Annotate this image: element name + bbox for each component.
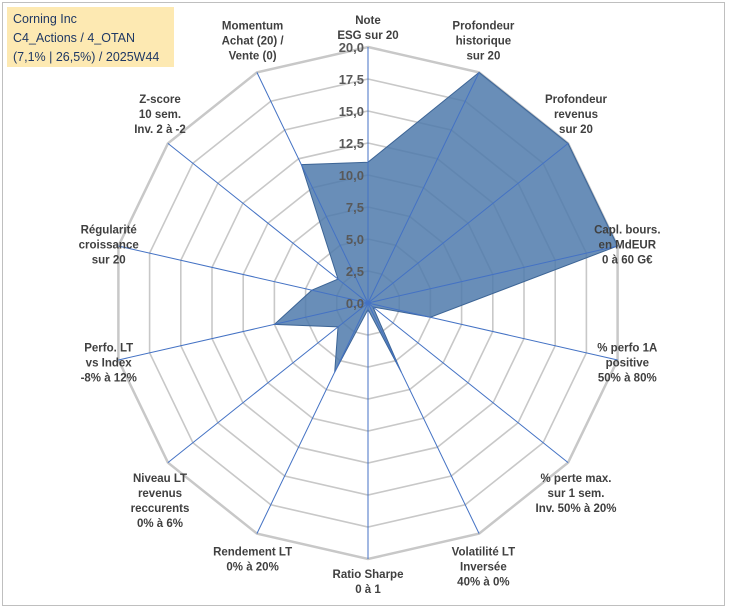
tick-label: 5,0	[346, 232, 364, 247]
axis-label-line: 10 sem.	[139, 109, 181, 121]
axis-label-line: Perfo. LT	[84, 343, 133, 355]
axis-spoke	[118, 245, 369, 304]
axis-label-line: en MdEUR	[599, 239, 657, 251]
axis-label-3: Capl. bours. en MdEUR 0 à 60 G€	[594, 224, 660, 266]
axis-spoke	[367, 143, 569, 304]
axis-label-line: Inv. 50% à 20%	[536, 503, 617, 515]
axis-label-line: Ratio Sharpe	[333, 569, 404, 581]
axis-label-line: sur 20	[466, 50, 500, 62]
axis-spoke	[367, 72, 480, 304]
axis-label-line: croissance	[79, 239, 139, 251]
company-name: Corning Inc	[13, 12, 77, 26]
axis-label-line: 0% à 6%	[137, 518, 183, 530]
tick-label: 7,5	[346, 200, 364, 215]
axis-label-line: reccurents	[131, 503, 190, 515]
axis-label-2: Profondeur revenus sur 20	[545, 94, 607, 136]
axis-label-line: vs Index	[86, 358, 133, 370]
axis-label-line: historique	[456, 35, 512, 47]
axis-spoke	[118, 302, 369, 361]
axis-label-line: sur 20	[92, 254, 126, 266]
radar-tick-labels: 0,0 2,5 5,0 7,5 10,0 12,5 15,0 17,5 20,0	[339, 40, 364, 311]
performance-week: (7,1% | 26,5%) / 2025W44	[13, 50, 160, 64]
axis-label-line: 50% à 80%	[598, 373, 657, 385]
axis-label-7: Ratio Sharpe 0 à 1	[333, 569, 404, 596]
tick-label: 12,5	[339, 136, 364, 151]
portfolio-label: C4_Actions / 4_OTAN	[13, 31, 136, 45]
axis-label-line: positive	[606, 358, 649, 370]
axis-spoke	[167, 302, 369, 463]
axis-label-line: 0 à 1	[355, 584, 381, 596]
axis-label-5: % perte max. sur 1 sem. Inv. 50% à 20%	[536, 473, 617, 515]
radar-axes	[118, 47, 618, 559]
tick-label: 20,0	[339, 40, 364, 55]
axis-spoke	[167, 143, 369, 304]
tick-label: 15,0	[339, 104, 364, 119]
axis-label-line: -8% à 12%	[81, 373, 137, 385]
axis-label-12: Z-score 10 sem. Inv. 2 à -2	[134, 94, 186, 136]
axis-label-line: Momentum	[222, 20, 283, 32]
axis-label-6: Volatilité LT Inversée 40% à 0%	[452, 547, 515, 589]
axis-label-line: 0 à 60 G€	[602, 254, 653, 266]
tick-label: 0,0	[346, 296, 364, 311]
axis-label-line: Inversée	[460, 562, 507, 574]
axis-label-line: 40% à 0%	[457, 577, 509, 589]
axis-spoke	[256, 302, 369, 534]
axis-spoke	[256, 72, 369, 304]
tick-label: 17,5	[339, 72, 364, 87]
tick-label: 2,5	[346, 264, 364, 279]
axis-label-9: Niveau LT revenus reccurents 0% à 6%	[131, 473, 190, 530]
axis-label-line: Inv. 2 à -2	[134, 124, 186, 136]
axis-label-line: sur 20	[559, 124, 593, 136]
axis-spoke	[367, 302, 569, 463]
axis-label-line: Vente (0)	[229, 50, 277, 62]
axis-label-line: % perte max.	[541, 473, 612, 485]
axis-label-line: Note	[355, 15, 381, 27]
axis-spoke	[367, 245, 618, 304]
axis-label-line: ESG sur 20	[337, 30, 398, 42]
axis-label-10: Perfo. LT vs Index -8% à 12%	[81, 343, 137, 385]
axis-label-8: Rendement LT 0% à 20%	[213, 547, 292, 574]
axis-label-line: Achat (20) /	[222, 35, 285, 47]
axis-label-line: revenus	[554, 109, 598, 121]
axis-label-13: Momentum Achat (20) / Vente (0)	[222, 20, 285, 62]
axis-label-line: Z-score	[139, 94, 181, 106]
axis-label-line: Niveau LT	[133, 473, 187, 485]
axis-label-line: Profondeur	[545, 94, 607, 106]
tick-label: 10,0	[339, 168, 364, 183]
axis-spoke	[367, 302, 480, 534]
axis-spoke	[367, 302, 618, 361]
axis-label-1: Profondeur historique sur 20	[452, 20, 514, 62]
axis-label-line: sur 1 sem.	[548, 488, 605, 500]
info-box: Corning Inc C4_Actions / 4_OTAN (7,1% | …	[7, 7, 174, 67]
axis-label-line: Profondeur	[452, 20, 514, 32]
axis-label-0: Note ESG sur 20	[337, 15, 398, 42]
axis-label-line: % perfo 1A	[597, 343, 657, 355]
axis-label-11: Régularité croissance sur 20	[79, 224, 139, 266]
axis-label-4: % perfo 1A positive 50% à 80%	[597, 343, 657, 385]
radar-axis-labels: Note ESG sur 20 Profondeur historique sur 20…	[79, 15, 661, 596]
axis-label-line: Rendement LT	[213, 547, 292, 559]
axis-label-line: revenus	[138, 488, 182, 500]
axis-label-line: 0% à 20%	[226, 562, 278, 574]
axis-label-line: Régularité	[81, 224, 137, 236]
axis-label-line: Capl. bours.	[594, 224, 660, 236]
axis-label-line: Volatilité LT	[452, 547, 515, 559]
